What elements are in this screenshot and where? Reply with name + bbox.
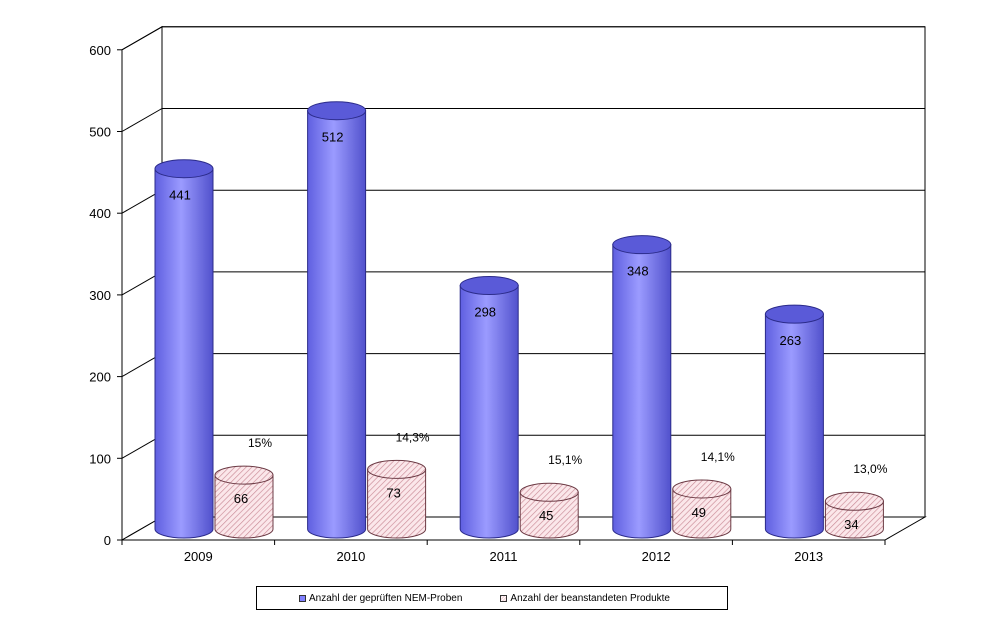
bar-tested-2010	[307, 101, 367, 539]
y-tick-label: 200	[89, 370, 111, 385]
percentage-annotation: 13,0%	[853, 462, 887, 476]
bar-tested-2011	[459, 276, 519, 539]
data-label-rejected: 66	[234, 491, 248, 506]
bar-tested-2012-body	[612, 244, 672, 539]
y-tick-label: 0	[104, 533, 111, 548]
x-axis: 2009 2010 2011 2012 2013	[121, 539, 886, 564]
bar-rejected-2013	[824, 491, 884, 539]
y-tick-label: 500	[89, 125, 111, 140]
bar-rejected-2013-body	[824, 500, 884, 539]
percentage-annotation: 14,1%	[701, 450, 735, 464]
bar-tested-2013	[764, 304, 824, 539]
y-tick-label: 600	[89, 43, 111, 58]
data-label-rejected: 34	[844, 517, 858, 532]
legend-label-rejected-products: Anzahl der beanstandeten Produkte	[510, 592, 670, 604]
x-tick-label: 2010	[336, 549, 365, 564]
gridline-side	[121, 108, 163, 132]
bar-rejected-2011	[519, 482, 579, 539]
gridline-side	[121, 26, 163, 51]
legend-label-tested-samples: Anzahl der geprüften NEM-Proben	[309, 592, 463, 604]
bar-rejected-2010	[367, 459, 427, 539]
x-tick-label: 2009	[184, 549, 213, 564]
y-tick-label: 100	[89, 451, 111, 466]
bar-tested-2009	[154, 159, 214, 539]
bar-rejected-2012-body	[672, 488, 732, 539]
legend-swatch-pink	[500, 594, 508, 602]
bar-tested-2010-top	[307, 101, 367, 121]
bar-rejected-2013-top	[824, 491, 884, 511]
x-tick-label: 2011	[490, 549, 518, 564]
bar-rejected-2011-top	[519, 482, 579, 502]
bar-rejected-2010-top	[367, 459, 427, 479]
data-label-tested: 441	[169, 188, 191, 203]
bar-tested-2009-top	[154, 159, 214, 179]
bar-tested-2010-body	[307, 110, 367, 539]
data-label-rejected: 45	[539, 508, 553, 523]
x-tick-label: 2012	[642, 549, 671, 564]
data-label-rejected: 49	[692, 505, 706, 520]
bar-tested-2013-body	[764, 313, 824, 539]
y-tick-label: 300	[89, 288, 111, 303]
bar-rejected-2011-body	[519, 491, 579, 539]
bar-tested-2011-top	[459, 276, 519, 296]
percentage-annotation: 15%	[248, 436, 272, 450]
legend-swatch-blue	[299, 594, 306, 602]
percentage-annotation: 14,3%	[396, 430, 430, 444]
bars: 441 66 15% 512 73 14,3% 298 45 15,1% 348 49 14,1% 26…	[154, 101, 888, 539]
bar-tested-2011-body	[459, 285, 519, 539]
data-label-tested: 512	[322, 130, 344, 145]
bar-rejected-2012-top	[672, 479, 732, 499]
bar-tested-2012-top	[612, 235, 672, 255]
bar-rejected-2009-body	[214, 474, 274, 539]
data-label-tested: 348	[627, 264, 649, 279]
x-tick-label: 2013	[794, 549, 823, 564]
legend: Anzahl der geprüften NEM-Proben Anzahl d…	[256, 586, 728, 610]
bar-tested-2012	[612, 235, 672, 539]
legend-item-tested-samples: Anzahl der geprüften NEM-Proben	[299, 593, 462, 604]
data-label-tested: 263	[780, 333, 802, 348]
percentage-annotation: 15,1%	[548, 453, 582, 467]
bar-rejected-2009-top	[214, 465, 274, 485]
y-tick-label: 400	[89, 206, 111, 221]
bar-tested-2009-body	[154, 168, 214, 539]
bar-rejected-2010-body	[367, 468, 427, 539]
legend-item-rejected-products: Anzahl der beanstandeten Produkte	[500, 593, 670, 604]
data-label-rejected: 73	[386, 485, 400, 500]
y-axis: 0 100 200 300 400 500 600	[89, 43, 123, 548]
bar-rejected-2012	[672, 479, 732, 539]
data-label-tested: 298	[474, 305, 496, 320]
bar-tested-2013-top	[764, 304, 824, 324]
bar-rejected-2009	[214, 465, 274, 539]
